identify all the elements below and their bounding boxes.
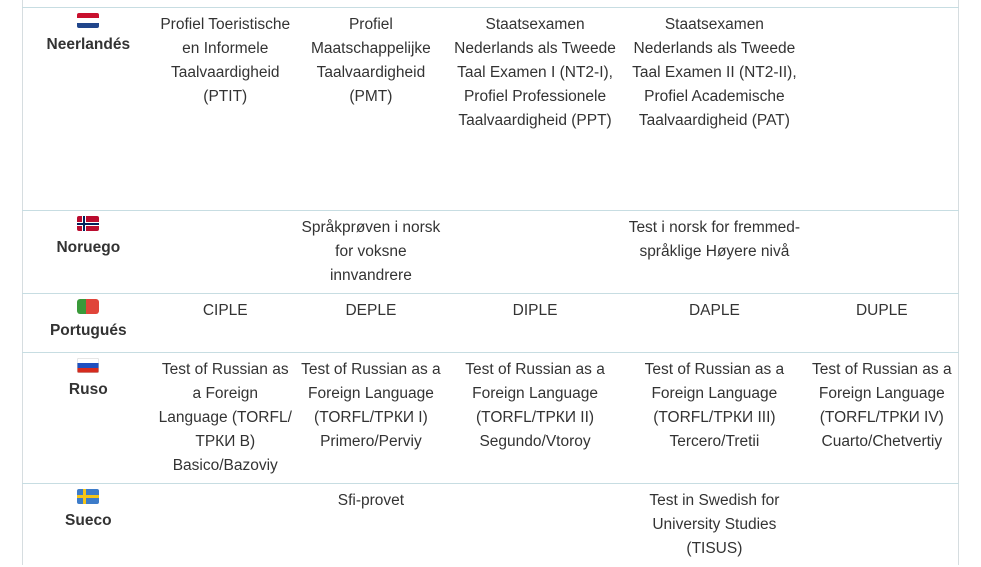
language-cell: Neerlandés: [22, 7, 155, 211]
exam-cell: Staatsexamen Nederlands als Tweede Taal …: [624, 7, 805, 211]
exam-cell: [154, 210, 296, 294]
exam-cell: [154, 483, 296, 567]
exam-cell: Staatsexamen Nederlands als Tweede Taal …: [445, 7, 625, 211]
exam-cell: Test of Russian as a Foreign Language (T…: [804, 352, 959, 484]
table-row: Noruego Språkprøven i norsk for voksne i…: [22, 210, 959, 294]
norway-flag-icon: [77, 216, 100, 231]
exam-cell: Test of Russian as a Foreign Language (T…: [624, 352, 805, 484]
netherlands-flag-icon: [77, 13, 100, 28]
exam-cell: [804, 7, 959, 211]
exam-cell: [804, 483, 959, 567]
exam-cell: [445, 210, 625, 294]
exam-cell: Profiel Toeristische en Informele Taalva…: [154, 7, 296, 211]
language-cell: Ruso: [22, 352, 155, 484]
portugal-flag-icon: [77, 299, 100, 314]
exam-cell: [804, 210, 959, 294]
exam-cell: Test of Russian as a Foreign Language (T…: [154, 352, 296, 484]
exam-cell: CIPLE: [154, 293, 296, 353]
language-name: Sueco: [65, 512, 112, 529]
table-row: Portugués CIPLE DEPLE DIPLE DAPLE DUPLE: [22, 293, 959, 353]
language-cell: Sueco: [22, 483, 155, 567]
language-name: Portugués: [49, 322, 127, 339]
language-cell: Portugués: [22, 293, 155, 353]
exam-cell: Test of Russian as a Foreign Language (T…: [295, 352, 446, 484]
language-name: Ruso: [68, 381, 108, 398]
exam-cell: DUPLE: [804, 293, 959, 353]
exam-cell: Test i norsk for fremmed-språklige Høyer…: [624, 210, 805, 294]
exam-cell: DAPLE: [624, 293, 805, 353]
exam-cell: Test in Swedish for University Studies (…: [624, 483, 805, 567]
table-row: Neerlandés Profiel Toeristische en Infor…: [22, 7, 959, 211]
exam-cell: [445, 483, 625, 567]
exam-cell: Språkprøven i norsk for voksne innvandre…: [295, 210, 446, 294]
table-row: Sueco Sfi-provet Test in Swedish for Uni…: [22, 483, 959, 567]
exam-cell: DIPLE: [445, 293, 625, 353]
sweden-flag-icon: [77, 489, 100, 504]
language-exam-table: Neerlandés Profiel Toeristische en Infor…: [22, 7, 959, 567]
exam-cell: DEPLE: [295, 293, 446, 353]
language-name: Noruego: [56, 239, 121, 256]
language-cell: Noruego: [22, 210, 155, 294]
russia-flag-icon: [77, 358, 100, 373]
table-row: Ruso Test of Russian as a Foreign Langua…: [22, 352, 959, 484]
language-name: Neerlandés: [46, 36, 131, 53]
exam-cell: Sfi-provet: [295, 483, 446, 567]
exam-cell: Profiel Maatschappelijke Taalvaardigheid…: [295, 7, 446, 211]
exam-cell: Test of Russian as a Foreign Language (T…: [445, 352, 625, 484]
